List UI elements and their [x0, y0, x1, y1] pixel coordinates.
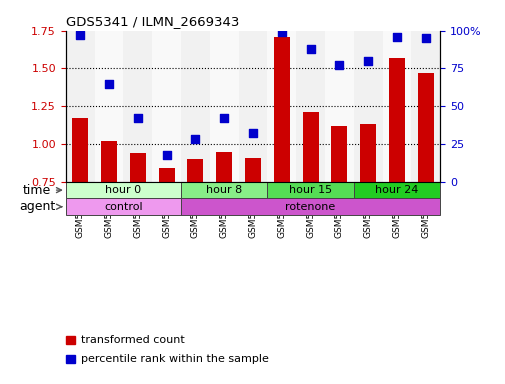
- Point: [133, 115, 141, 121]
- Bar: [210, 31, 238, 182]
- Text: time: time: [23, 184, 61, 197]
- Bar: [72, 118, 88, 182]
- Text: control: control: [104, 202, 142, 212]
- Bar: [123, 31, 152, 182]
- Text: agent: agent: [19, 200, 62, 213]
- Text: hour 24: hour 24: [375, 185, 418, 195]
- Point: [162, 152, 170, 158]
- Point: [277, 29, 285, 35]
- Bar: [159, 168, 174, 182]
- Point: [105, 81, 113, 87]
- Bar: [295, 31, 324, 182]
- Point: [248, 131, 257, 137]
- Text: hour 8: hour 8: [206, 185, 242, 195]
- Bar: [130, 153, 145, 182]
- Bar: [101, 141, 117, 182]
- Bar: [66, 31, 94, 182]
- Bar: [267, 182, 353, 199]
- Text: GDS5341 / ILMN_2669343: GDS5341 / ILMN_2669343: [66, 15, 239, 28]
- Bar: [324, 31, 353, 182]
- Bar: [353, 31, 382, 182]
- Point: [220, 115, 228, 121]
- Bar: [94, 31, 123, 182]
- Bar: [353, 182, 439, 199]
- Bar: [244, 157, 261, 182]
- Text: hour 15: hour 15: [288, 185, 331, 195]
- Bar: [216, 152, 232, 182]
- Bar: [267, 31, 295, 182]
- Bar: [382, 31, 411, 182]
- Bar: [66, 199, 181, 215]
- Point: [76, 32, 84, 38]
- Bar: [331, 126, 346, 182]
- Point: [191, 136, 199, 142]
- Point: [392, 34, 400, 40]
- Point: [306, 46, 314, 52]
- Point: [364, 58, 372, 64]
- Point: [335, 62, 343, 68]
- Bar: [181, 182, 267, 199]
- Bar: [66, 182, 181, 199]
- Bar: [417, 73, 433, 182]
- Bar: [187, 159, 203, 182]
- Bar: [152, 31, 181, 182]
- Text: transformed count: transformed count: [81, 335, 184, 345]
- Bar: [273, 37, 289, 182]
- Bar: [360, 124, 375, 182]
- Bar: [181, 199, 439, 215]
- Bar: [302, 112, 318, 182]
- Bar: [411, 31, 439, 182]
- Text: percentile rank within the sample: percentile rank within the sample: [81, 354, 268, 364]
- Text: rotenone: rotenone: [285, 202, 335, 212]
- Bar: [181, 31, 210, 182]
- Point: [421, 35, 429, 41]
- Bar: [238, 31, 267, 182]
- Bar: [388, 58, 404, 182]
- Text: hour 0: hour 0: [105, 185, 141, 195]
